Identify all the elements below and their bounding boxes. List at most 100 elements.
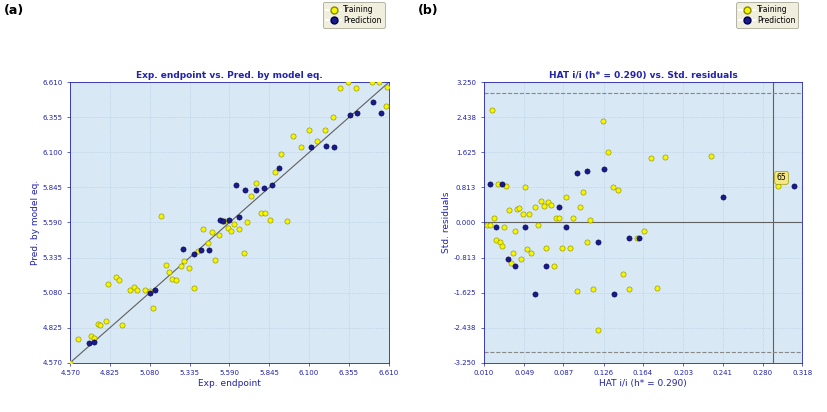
Point	[531, 221, 544, 228]
Point	[541, 199, 554, 205]
Point	[514, 256, 528, 262]
Y-axis label: Std. residuals: Std. residuals	[442, 192, 451, 253]
Point	[131, 286, 144, 293]
Point	[87, 339, 100, 345]
Point	[501, 256, 514, 262]
Point	[257, 185, 270, 192]
Point	[490, 223, 503, 230]
Text: 65: 65	[777, 173, 786, 183]
Point	[327, 144, 341, 150]
Point	[581, 239, 594, 245]
Point	[139, 286, 152, 293]
Point	[494, 239, 507, 245]
Point	[632, 234, 645, 241]
Point	[495, 243, 509, 250]
Point	[485, 106, 499, 113]
Point	[101, 281, 114, 288]
Point	[115, 322, 128, 329]
Point	[519, 223, 532, 230]
Point	[71, 336, 84, 342]
Point	[573, 204, 586, 211]
Point	[143, 289, 156, 296]
Point	[227, 220, 241, 227]
Point	[174, 263, 188, 270]
Point	[510, 206, 523, 212]
Point	[238, 186, 251, 193]
Point	[64, 359, 77, 366]
Point	[310, 138, 323, 145]
Point	[187, 285, 200, 292]
Point	[563, 245, 576, 252]
Point	[349, 84, 362, 91]
Point	[245, 193, 258, 200]
Point	[495, 180, 509, 187]
Point	[280, 218, 294, 225]
Point	[508, 263, 521, 270]
Point	[206, 229, 219, 235]
Point	[203, 247, 216, 253]
Point	[658, 153, 672, 160]
Point	[237, 249, 250, 256]
Point	[519, 183, 532, 190]
Point	[534, 198, 547, 204]
Point	[165, 276, 179, 282]
Point	[529, 204, 543, 211]
Point	[93, 322, 107, 329]
Point	[294, 144, 308, 150]
Point	[127, 284, 141, 290]
Point	[196, 226, 209, 233]
Point	[491, 180, 504, 187]
Point	[512, 205, 526, 211]
Point	[597, 165, 610, 172]
Point	[504, 260, 518, 267]
Point	[622, 286, 635, 293]
Point	[524, 249, 538, 256]
Point	[320, 142, 333, 149]
Point	[502, 206, 515, 213]
Point	[617, 271, 630, 278]
Point	[264, 216, 277, 223]
Point	[787, 183, 801, 189]
Point	[333, 84, 347, 91]
Point	[254, 210, 267, 216]
Point	[570, 170, 583, 176]
Point	[552, 215, 566, 222]
Point	[351, 109, 364, 116]
Point	[365, 79, 378, 86]
Point	[651, 285, 664, 291]
Point	[506, 249, 519, 256]
Point	[705, 152, 718, 159]
Point	[601, 149, 614, 155]
Point	[326, 113, 339, 120]
Point	[287, 133, 300, 139]
Point	[552, 204, 566, 211]
Point	[84, 333, 98, 340]
Point	[265, 182, 278, 189]
Point	[176, 245, 189, 252]
Point	[539, 263, 552, 270]
Point	[521, 246, 534, 253]
Point	[644, 154, 657, 161]
Point	[232, 226, 246, 233]
Point	[268, 169, 281, 175]
Point	[275, 150, 288, 157]
Point	[318, 127, 332, 134]
Point	[304, 144, 318, 150]
Point	[273, 164, 286, 171]
Point	[508, 228, 521, 234]
Point	[499, 183, 512, 189]
Point	[187, 251, 200, 258]
Point	[112, 277, 126, 283]
Point	[584, 217, 597, 223]
Point	[622, 234, 635, 241]
Point	[483, 221, 496, 228]
Point	[178, 258, 191, 264]
Point	[212, 232, 225, 238]
Point	[218, 218, 232, 225]
Point	[232, 214, 246, 220]
Point	[201, 240, 214, 246]
Point	[539, 245, 552, 252]
Point	[83, 340, 96, 346]
Point	[250, 186, 263, 193]
Legend: Training, Prediction: Training, Prediction	[323, 2, 385, 28]
